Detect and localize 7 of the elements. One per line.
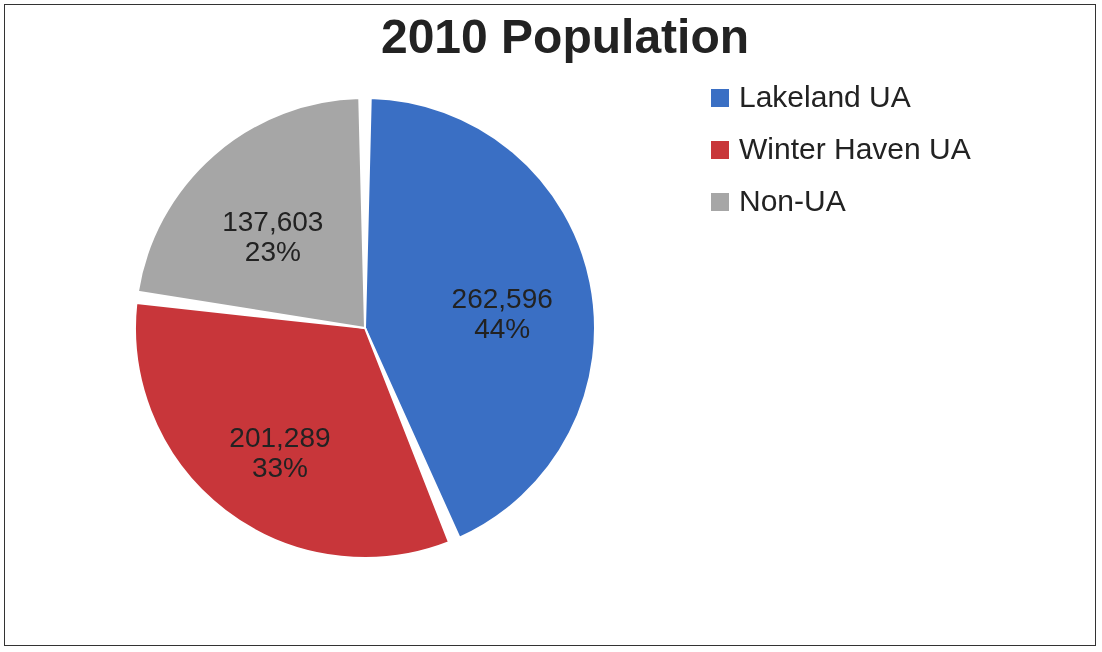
data-label: 137,603 23% — [222, 205, 324, 267]
chart-title: 2010 Population — [380, 10, 750, 63]
data-label: 201,289 33% — [229, 422, 331, 484]
data-label: 262,596 44% — [451, 283, 553, 345]
legend-label: Lakeland UA — [739, 80, 911, 113]
legend-label: Winter Haven UA — [739, 132, 971, 165]
legend-label: Non-UA — [739, 184, 846, 217]
